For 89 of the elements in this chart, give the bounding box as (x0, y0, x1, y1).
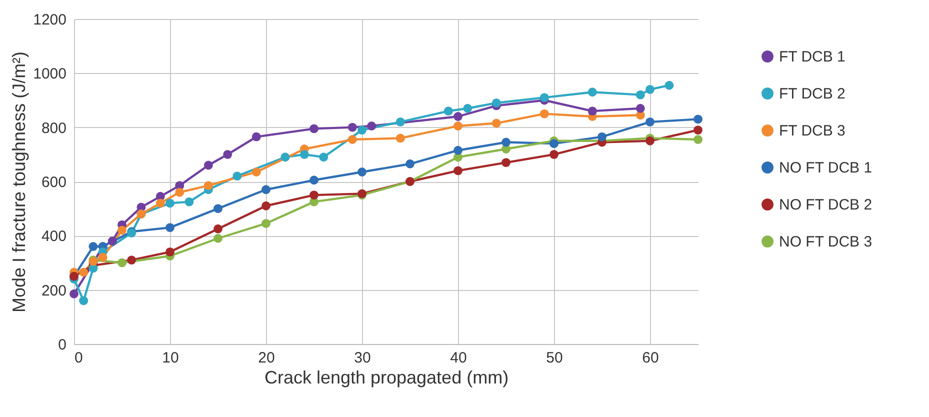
point (262, 219, 270, 228)
point (367, 122, 376, 130)
legend-label: FT DCB 3 (779, 122, 846, 140)
point (214, 224, 222, 234)
y-tick-label: 800 (41, 120, 66, 137)
point (636, 104, 645, 113)
point (156, 198, 165, 208)
point (118, 258, 126, 268)
point (598, 132, 606, 142)
point (588, 106, 597, 116)
legend-label: FT DCB 1 (779, 48, 846, 66)
point (694, 135, 702, 144)
x-tick-label: 10 (162, 350, 179, 366)
point (588, 88, 597, 97)
point (454, 166, 462, 176)
point (280, 152, 290, 162)
point (502, 158, 510, 168)
point (646, 84, 654, 94)
point (444, 106, 453, 116)
x-tick-label: 30 (354, 350, 371, 366)
point (118, 226, 126, 235)
point (214, 204, 222, 214)
point (664, 80, 674, 90)
point (396, 134, 405, 143)
point (358, 126, 366, 135)
point (252, 132, 261, 142)
point (454, 122, 462, 130)
y-tick-label: 400 (41, 228, 66, 246)
point (358, 168, 366, 176)
point (454, 146, 462, 155)
point (108, 236, 117, 246)
point (166, 247, 174, 256)
point (492, 118, 501, 128)
x-tick-label: 40 (450, 350, 467, 366)
point (540, 93, 549, 102)
y-tick-label: 1200 (33, 12, 66, 28)
point (646, 117, 654, 126)
point (127, 256, 136, 265)
point (694, 126, 702, 135)
point (550, 139, 558, 148)
point (88, 242, 98, 251)
point (319, 152, 328, 162)
point (79, 268, 88, 277)
point (166, 223, 174, 232)
point (540, 109, 549, 118)
point (646, 136, 654, 146)
point (262, 185, 270, 194)
point (694, 114, 702, 124)
point (636, 90, 645, 100)
x-tick-label: 0 (74, 350, 83, 366)
legend-label: NO FT DCB 1 (779, 160, 872, 176)
point (310, 124, 318, 134)
x-axis-title: Crack length propagated (mm) (264, 368, 509, 388)
legend-label: NO FT DCB 3 (779, 234, 872, 250)
point (348, 122, 357, 132)
point (70, 289, 78, 298)
point (454, 112, 462, 121)
point (550, 150, 558, 159)
x-tick-label: 20 (258, 350, 275, 366)
y-tick-label: 0 (58, 336, 66, 354)
point (214, 234, 222, 243)
y-tick-label: 200 (41, 282, 66, 300)
point (406, 159, 414, 168)
point (98, 252, 108, 262)
point (223, 150, 232, 159)
x-tick-label: 50 (546, 350, 563, 366)
point (204, 181, 213, 190)
point (300, 150, 309, 159)
legend-label: NO FT DCB 2 (779, 196, 872, 214)
y-tick-label: 600 (41, 174, 66, 191)
legend-label: FT DCB 2 (779, 86, 846, 102)
x-tick-label: 60 (642, 350, 659, 366)
point (184, 197, 194, 206)
point (310, 190, 318, 200)
point (166, 198, 174, 208)
point (348, 135, 357, 144)
point (79, 296, 88, 306)
point (252, 168, 261, 176)
point (310, 176, 318, 185)
point (175, 188, 184, 197)
point (502, 138, 510, 147)
point (232, 172, 242, 181)
y-tick-label: 1000 (33, 66, 66, 83)
point (262, 201, 270, 210)
y-axis-title: Mode I fracture toughness (J/m²) (9, 51, 30, 313)
point (396, 117, 405, 126)
point (463, 104, 472, 113)
point (204, 160, 213, 170)
point (492, 98, 501, 108)
